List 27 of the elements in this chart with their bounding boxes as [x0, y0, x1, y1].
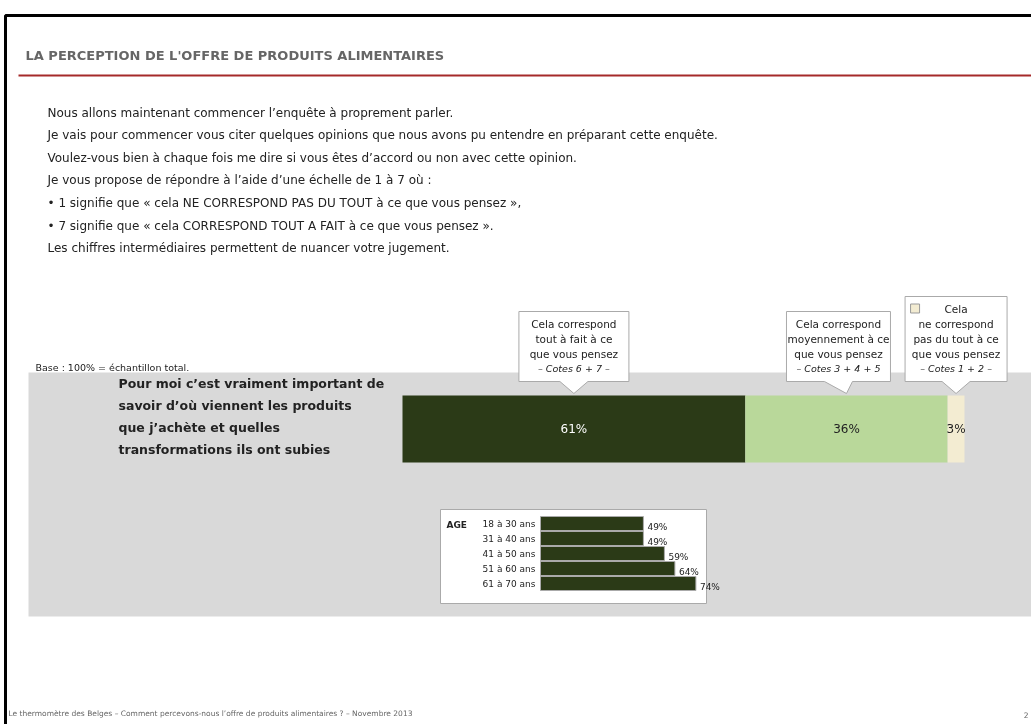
text: • 7 signifie que « cela CORRESPOND TOUT A FAIT à ce que vous pensez ».	[47, 218, 494, 233]
y-tick-label: 51 à 60 ans	[482, 563, 536, 574]
y-tick-label: 31 à 40 ans	[482, 533, 536, 544]
data-label: 36%	[833, 422, 860, 436]
data-label: 64%	[678, 566, 700, 577]
text: AGE	[446, 519, 468, 530]
y-tick-label: 61 à 70 ans	[482, 578, 536, 589]
text: Je vous propose de répondre à l’aide d’une échelle de 1 à 7 où :	[46, 173, 432, 188]
y-tick-label: Pour moi c’est vraiment important de savoir d’où viennent les produits que j’achète et quelles transformations ils ont subies	[118, 376, 385, 457]
data-label: 61%	[560, 422, 588, 436]
text: Cela correspond moyennement à ce que vous pensez – Cotes 3 + 4 + 5	[787, 317, 890, 374]
text: • 1 signifie que « cela NE CORRESPOND PAS DU TOUT à ce que vous pensez »,	[47, 195, 522, 210]
y-tick-label: 41 à 50 ans	[482, 548, 536, 559]
data-label: 49%	[647, 521, 668, 532]
text: Je vais pour commencer vous citer quelques opinions que nous avons pu entendre en préparant cette enquête.	[46, 128, 718, 143]
legend-label: Cela ne correspond pas du tout à ce que vous pensez – Cotes 1 + 2 –	[911, 302, 1001, 374]
text: Cela correspond tout à fait à ce que vous pensez – Cotes 6 + 7 –	[529, 317, 619, 374]
y-tick-label: 18 à 30 ans	[482, 518, 536, 529]
text: Base : 100% = échantillon total.	[35, 361, 190, 373]
data-label: 59%	[668, 551, 689, 562]
text: Voulez-vous bien à chaque fois me dire si vous êtes d’accord ou non avec cette opinion.	[47, 150, 577, 165]
data-label: 74%	[699, 581, 721, 592]
text: Les chiffres intermédiaires permettent de nuancer votre jugement.	[47, 241, 450, 256]
data-label: 49%	[647, 536, 668, 547]
text: Nous allons maintenant commencer l’enquête à proprement parler.	[47, 105, 454, 120]
data-label: 3%	[946, 422, 966, 436]
text: LA PERCEPTION DE L'OFFRE DE PRODUITS ALIMENTAIRES	[25, 48, 445, 63]
